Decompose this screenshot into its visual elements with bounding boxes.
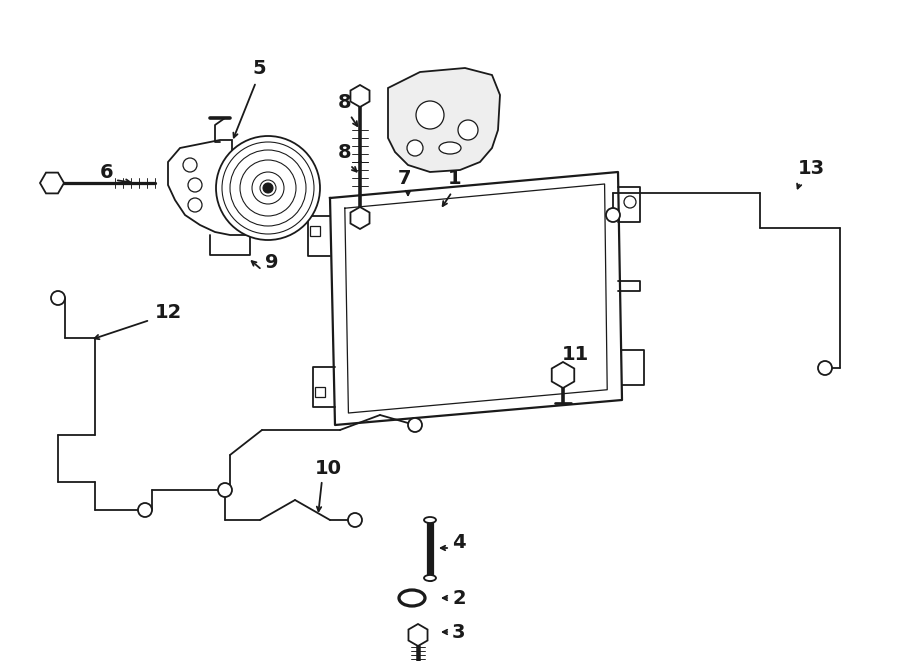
Text: 1: 1 — [448, 169, 462, 188]
Text: 5: 5 — [252, 59, 266, 77]
Text: 4: 4 — [452, 533, 465, 551]
Ellipse shape — [424, 575, 436, 581]
Text: 7: 7 — [398, 169, 411, 188]
Circle shape — [624, 196, 636, 208]
Ellipse shape — [439, 142, 461, 154]
Polygon shape — [168, 140, 288, 235]
Text: 8: 8 — [338, 143, 352, 161]
Bar — [310, 226, 320, 236]
Circle shape — [263, 183, 273, 193]
Circle shape — [416, 101, 444, 129]
Bar — [315, 387, 325, 397]
Text: 6: 6 — [100, 163, 113, 182]
Polygon shape — [388, 68, 500, 172]
Circle shape — [407, 140, 423, 156]
Circle shape — [606, 208, 620, 222]
Circle shape — [51, 291, 65, 305]
Text: 9: 9 — [265, 253, 278, 272]
Text: 12: 12 — [155, 303, 182, 321]
Circle shape — [408, 418, 422, 432]
Circle shape — [188, 198, 202, 212]
Circle shape — [348, 513, 362, 527]
Circle shape — [138, 503, 152, 517]
Circle shape — [216, 136, 320, 240]
Ellipse shape — [424, 517, 436, 523]
Text: 8: 8 — [338, 93, 352, 112]
Text: 11: 11 — [562, 346, 590, 364]
Circle shape — [188, 178, 202, 192]
Text: 3: 3 — [452, 623, 465, 641]
Text: 13: 13 — [798, 159, 825, 178]
Text: 2: 2 — [452, 588, 465, 607]
Circle shape — [218, 483, 232, 497]
Circle shape — [458, 120, 478, 140]
Text: 10: 10 — [315, 459, 342, 477]
Circle shape — [183, 158, 197, 172]
Circle shape — [818, 361, 832, 375]
